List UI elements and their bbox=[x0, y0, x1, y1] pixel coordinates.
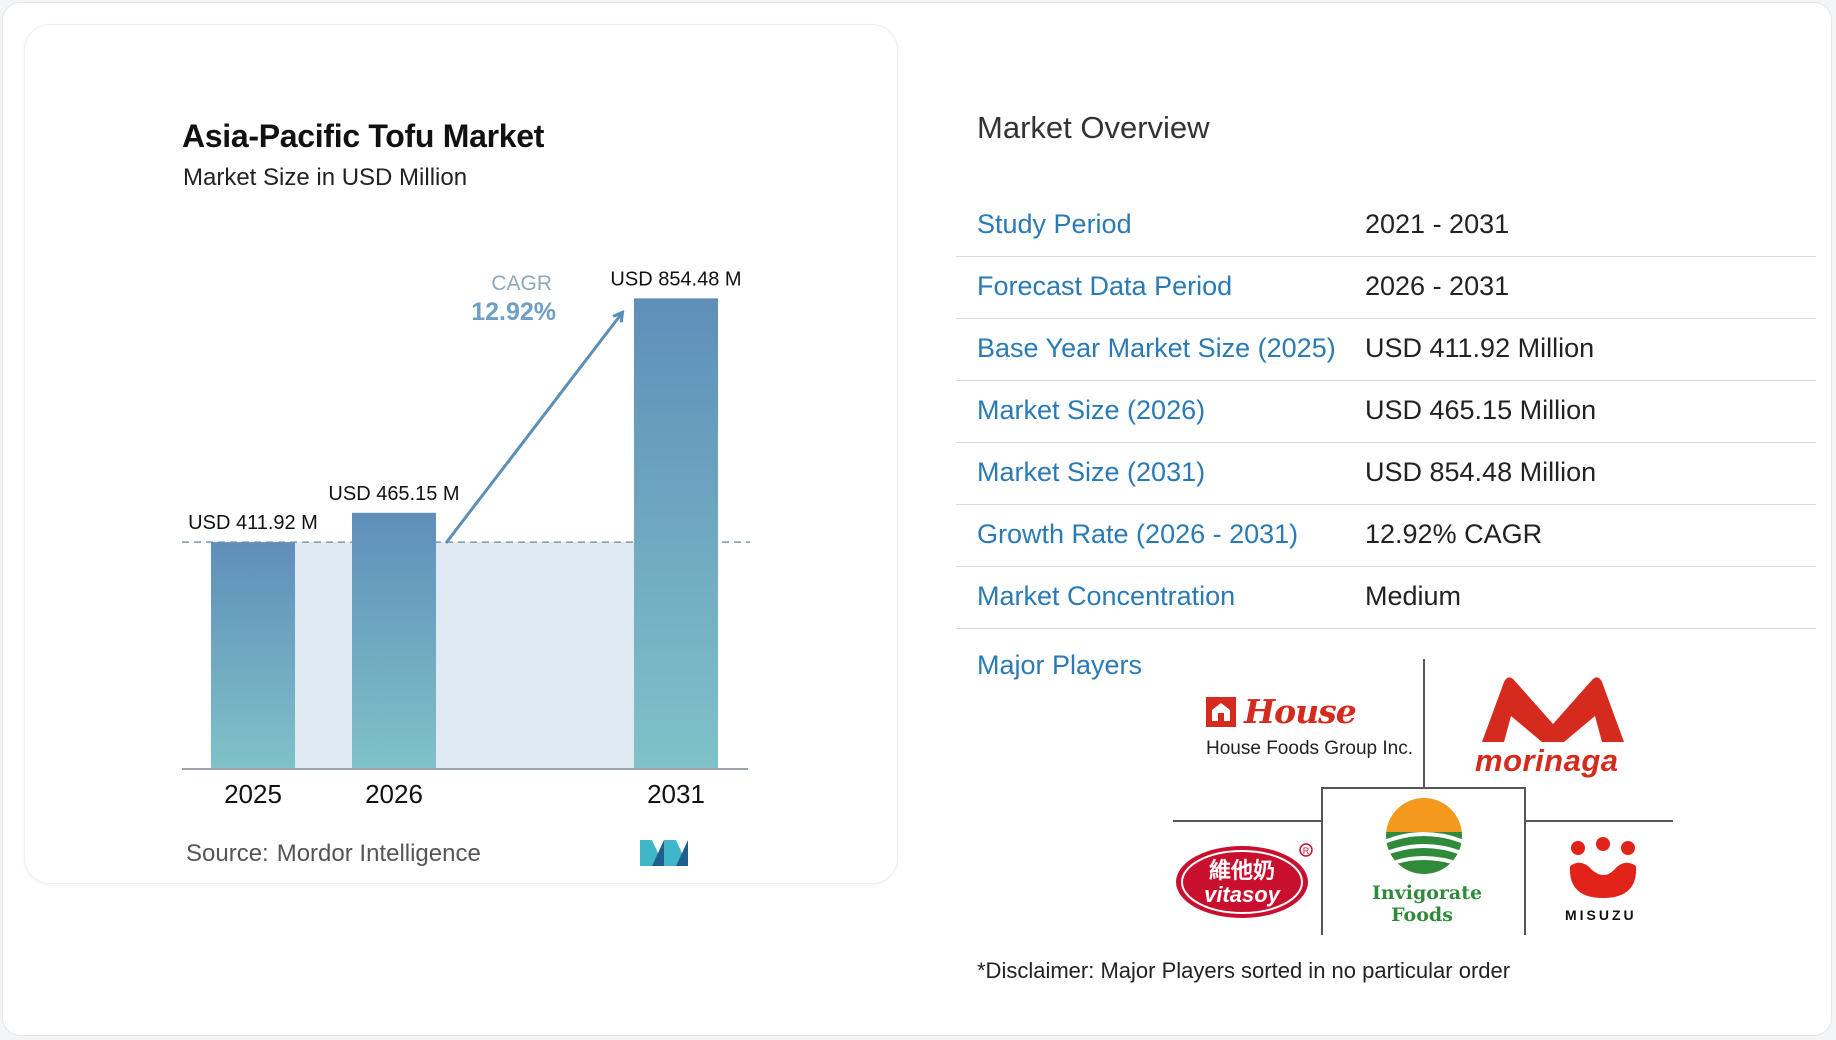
bar-2025 bbox=[211, 542, 295, 769]
data-label-2031: USD 854.48 M bbox=[610, 268, 741, 290]
bar-chart: USD 411.92 M 2025 USD 465.15 M 2026 USD 854.… bbox=[182, 268, 750, 809]
logo-divider bbox=[1321, 787, 1323, 935]
overview-row-base-year-size: Base Year Market Size (2025) USD 411.92 … bbox=[956, 319, 1816, 381]
row-value: USD 411.92 Million bbox=[1365, 333, 1595, 363]
cagr-arrow bbox=[444, 313, 622, 544]
logo-divider bbox=[1321, 787, 1525, 789]
house-foods-logo-icon bbox=[1206, 697, 1236, 727]
major-players-label: Major Players bbox=[977, 650, 1143, 680]
morinaga-wordmark: morinaga bbox=[1475, 743, 1619, 778]
row-label: Base Year Market Size (2025) bbox=[977, 333, 1336, 363]
overview-row-study-period: Study Period 2021 - 2031 bbox=[956, 195, 1816, 257]
row-label: Market Size (2026) bbox=[977, 395, 1206, 425]
mordor-logo-icon bbox=[640, 840, 688, 866]
x-tick-2026: 2026 bbox=[365, 779, 423, 809]
cagr-label: CAGR bbox=[491, 272, 552, 295]
overview-row-forecast-period: Forecast Data Period 2026 - 2031 bbox=[956, 257, 1816, 319]
overview-row-growth-rate: Growth Rate (2026 - 2031) 12.92% CAGR bbox=[956, 505, 1816, 567]
row-label: Study Period bbox=[977, 209, 1132, 239]
row-value: 2021 - 2031 bbox=[1365, 209, 1510, 239]
overview-row-size-2031: Market Size (2031) USD 854.48 Million bbox=[956, 443, 1816, 505]
chart-title: Asia-Pacific Tofu Market bbox=[182, 118, 545, 154]
vitasoy-chinese-text: 維他奶 bbox=[1209, 858, 1275, 884]
invigorate-foods-logo-icon bbox=[1386, 798, 1462, 874]
misuzu-logo-icon bbox=[1569, 837, 1637, 898]
row-label: Growth Rate (2026 - 2031) bbox=[977, 519, 1299, 549]
overview-row-size-2026: Market Size (2026) USD 465.15 Million bbox=[956, 381, 1816, 443]
row-label: Market Concentration bbox=[977, 581, 1236, 611]
source-label: Source: bbox=[186, 840, 269, 867]
row-value: 12.92% CAGR bbox=[1365, 519, 1543, 549]
logo-divider bbox=[1524, 787, 1526, 935]
row-value: Medium bbox=[1365, 581, 1462, 611]
vitasoy-wordmark: vitasoy bbox=[1204, 882, 1282, 907]
overview-row-concentration: Market Concentration Medium bbox=[956, 567, 1816, 629]
overview-table: Study Period 2021 - 2031 Forecast Data P… bbox=[956, 195, 1816, 629]
house-foods-wordmark: House bbox=[1244, 692, 1357, 731]
cagr-value: 12.92% bbox=[471, 298, 556, 326]
misuzu-wordmark: MISUZU bbox=[1565, 907, 1637, 923]
x-tick-2031: 2031 bbox=[647, 779, 705, 809]
baseline-band bbox=[253, 542, 676, 769]
logo-divider bbox=[1525, 820, 1673, 822]
house-foods-caption: House Foods Group Inc. bbox=[1206, 738, 1413, 759]
vitasoy-logo-icon: 維他奶 vitasoy R bbox=[1176, 843, 1313, 918]
row-label: Forecast Data Period bbox=[977, 271, 1233, 301]
chart-subtitle: Market Size in USD Million bbox=[183, 164, 468, 191]
row-value: USD 854.48 Million bbox=[1365, 457, 1597, 487]
disclaimer: *Disclaimer: Major Players sorted in no … bbox=[977, 958, 1511, 983]
x-tick-2025: 2025 bbox=[224, 779, 282, 809]
source-note: Source: Mordor Intelligence bbox=[186, 840, 481, 868]
row-value: USD 465.15 Million bbox=[1365, 395, 1597, 425]
logo-divider bbox=[1173, 820, 1321, 822]
svg-text:R: R bbox=[1303, 846, 1310, 856]
invigorate-foods-wordmark: Invigorate Foods bbox=[1372, 882, 1483, 926]
bar-2026 bbox=[352, 512, 436, 769]
overview-title: Market Overview bbox=[977, 110, 1210, 145]
data-label-2025: USD 411.92 M bbox=[188, 512, 318, 534]
row-label: Market Size (2031) bbox=[977, 457, 1206, 487]
data-label-2026: USD 465.15 M bbox=[328, 483, 459, 505]
logo-divider bbox=[1423, 659, 1425, 787]
row-value: 2026 - 2031 bbox=[1365, 271, 1510, 301]
source-name: Mordor Intelligence bbox=[276, 840, 481, 867]
bar-2031 bbox=[634, 298, 718, 769]
morinaga-logo-icon bbox=[1482, 677, 1624, 742]
